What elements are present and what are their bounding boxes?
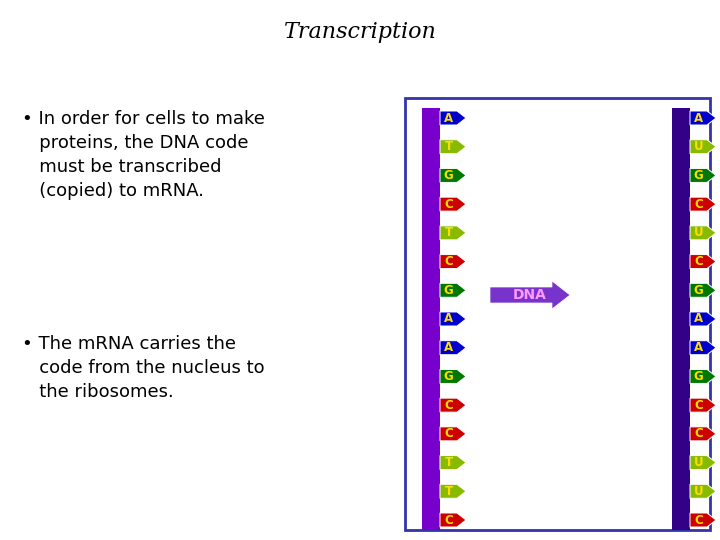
Text: C: C: [694, 514, 703, 526]
Polygon shape: [440, 341, 466, 355]
Text: • The mRNA carries the: • The mRNA carries the: [22, 335, 236, 353]
Text: C: C: [694, 427, 703, 440]
Text: T: T: [444, 140, 453, 153]
Text: G: G: [444, 169, 454, 182]
Polygon shape: [440, 197, 466, 211]
Text: A: A: [694, 341, 703, 354]
Polygon shape: [440, 369, 466, 383]
Text: proteins, the DNA code: proteins, the DNA code: [22, 134, 248, 152]
Text: C: C: [444, 399, 453, 411]
Text: C: C: [694, 255, 703, 268]
Text: U: U: [693, 456, 703, 469]
Text: T: T: [444, 456, 453, 469]
Polygon shape: [440, 513, 466, 527]
Text: C: C: [694, 198, 703, 211]
Polygon shape: [690, 111, 716, 125]
Text: A: A: [444, 111, 453, 125]
Text: A: A: [444, 341, 453, 354]
Polygon shape: [440, 427, 466, 441]
Text: code from the nucleus to: code from the nucleus to: [22, 359, 265, 377]
Polygon shape: [440, 484, 466, 498]
Polygon shape: [690, 226, 716, 240]
Polygon shape: [440, 312, 466, 326]
Text: U: U: [693, 140, 703, 153]
Text: C: C: [444, 427, 453, 440]
Polygon shape: [690, 513, 716, 527]
Polygon shape: [440, 254, 466, 268]
Text: C: C: [444, 514, 453, 526]
Bar: [405, 98, 710, 530]
Polygon shape: [440, 168, 466, 183]
Polygon shape: [690, 341, 716, 355]
Text: U: U: [693, 226, 703, 239]
Text: (copied) to mRNA.: (copied) to mRNA.: [22, 182, 204, 200]
Polygon shape: [690, 484, 716, 498]
Text: G: G: [444, 284, 454, 297]
Text: U: U: [693, 485, 703, 498]
Text: G: G: [693, 284, 703, 297]
Polygon shape: [440, 398, 466, 412]
Polygon shape: [690, 284, 716, 298]
Bar: [422, 108, 440, 530]
Text: G: G: [693, 370, 703, 383]
FancyArrow shape: [490, 281, 570, 309]
Polygon shape: [440, 284, 466, 298]
Polygon shape: [440, 111, 466, 125]
Text: G: G: [444, 370, 454, 383]
Text: C: C: [694, 399, 703, 411]
Polygon shape: [440, 456, 466, 470]
Text: A: A: [444, 313, 453, 326]
Polygon shape: [690, 312, 716, 326]
Text: Transcription: Transcription: [284, 21, 436, 43]
Text: G: G: [693, 169, 703, 182]
Text: A: A: [694, 111, 703, 125]
Text: T: T: [444, 485, 453, 498]
Text: T: T: [444, 226, 453, 239]
Text: DNA: DNA: [513, 288, 547, 302]
Text: must be transcribed: must be transcribed: [22, 158, 222, 176]
Polygon shape: [690, 398, 716, 412]
Polygon shape: [690, 456, 716, 470]
Text: • In order for cells to make: • In order for cells to make: [22, 110, 265, 128]
Polygon shape: [440, 226, 466, 240]
Polygon shape: [690, 369, 716, 383]
Text: C: C: [444, 198, 453, 211]
Polygon shape: [690, 427, 716, 441]
Polygon shape: [690, 140, 716, 154]
Bar: [672, 108, 690, 530]
Polygon shape: [440, 140, 466, 154]
Polygon shape: [690, 254, 716, 268]
Polygon shape: [690, 168, 716, 183]
Text: the ribosomes.: the ribosomes.: [22, 383, 174, 401]
Text: A: A: [694, 313, 703, 326]
Text: C: C: [444, 255, 453, 268]
Polygon shape: [690, 197, 716, 211]
